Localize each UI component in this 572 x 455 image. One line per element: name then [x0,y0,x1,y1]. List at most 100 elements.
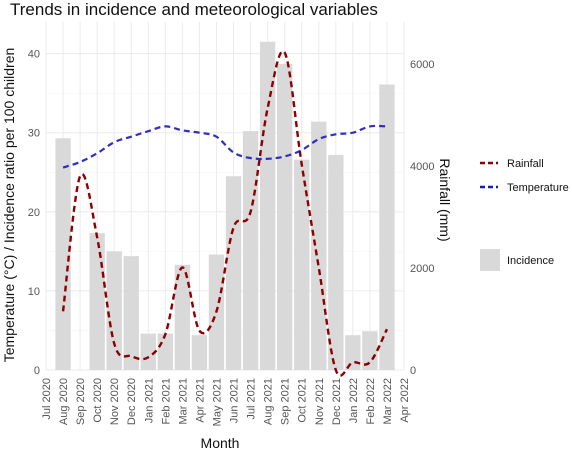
temperature-point [61,165,66,170]
x-tick-label: Jun 2021 [229,378,241,423]
temperature-point [282,154,287,159]
rainfall-point [333,368,338,373]
temperature-point [299,148,304,153]
x-tick-label: Sep 2020 [75,378,87,425]
legend-key-incidence [480,249,500,271]
temperature-point [367,124,372,129]
rainfall-point [163,332,168,337]
bar-jan-2021 [140,333,156,370]
bar-apr-2021 [191,335,208,370]
x-tick-label: Nov 2020 [109,378,121,425]
x-tick-label: Jul 2020 [41,378,53,420]
chart-title: Trends in incidence and meteorological v… [10,0,378,19]
bar-jun-2021 [225,176,242,370]
bar-nov-2020 [106,251,122,370]
left-tick-label: 0 [34,365,40,377]
bar-aug-2020 [55,138,71,370]
right-tick-label: 2000 [410,263,434,275]
x-tick-label: Sep 2021 [280,378,292,425]
right-tick-label: 0 [410,365,416,377]
left-tick-label: 40 [28,49,40,61]
series-lines [61,49,389,377]
left-tick-label: 10 [28,286,40,298]
temperature-point [350,130,355,135]
rainfall-point [61,309,66,314]
rainfall-point [197,328,202,333]
x-tick-label: Apr 2022 [399,378,411,423]
left-axis: 0 10 20 30 40 [28,49,40,377]
x-tick-label: Dec 2021 [331,378,343,425]
bar-dec-2020 [123,256,139,370]
bar-mar-2022 [379,84,395,371]
rainfall-point [146,355,151,360]
rainfall-point [248,209,253,214]
x-tick-label: Oct 2020 [92,378,104,423]
x-tick-label: Nov 2021 [314,378,326,425]
x-tick-label: Oct 2021 [297,378,309,423]
rainfall-point [112,341,117,346]
rainfall-point [316,265,321,270]
temperature-point [163,124,168,129]
x-tick-label: Aug 2020 [58,378,70,425]
bar-dec-2021 [328,154,344,370]
bar-sep-2021 [276,63,293,370]
rainfall-point [350,360,355,365]
rainfall-point [129,354,134,359]
bar-mar-2021 [174,264,191,370]
legend-label-temperature: Temperature [507,182,569,194]
right-axis: 0 2000 4000 6000 [410,59,434,377]
temperature-point [146,129,151,134]
x-tick-label: Jan 2021 [143,378,155,423]
bar-jul-2021 [242,131,259,370]
x-axis-title: Month [201,435,240,450]
legend-label-rainfall: Rainfall [507,158,544,170]
legend: Rainfall Temperature Incidence [480,158,569,271]
rainfall-point [265,106,270,111]
bar-aug-2021 [259,41,276,370]
x-tick-label: Mar 2021 [177,378,189,424]
right-axis-title: Rainfall (mm) [437,158,453,241]
temperature-point [384,124,389,129]
rainfall-point [231,225,236,230]
x-tick-label: Mar 2022 [382,378,394,424]
left-axis-title: Temperature (°C) / Incidence ratio per 1… [1,48,17,363]
temperature-point [265,156,270,161]
plot-panel [46,22,404,370]
temperature-point [214,134,219,139]
left-tick-label: 20 [28,207,40,219]
bar-oct-2020 [89,233,105,370]
x-tick-label: Feb 2022 [365,378,377,424]
rainfall-point [180,265,185,270]
bar-nov-2021 [311,121,327,371]
bar-feb-2021 [157,333,174,370]
rainfall-point [78,174,83,179]
x-tick-label: May 2021 [211,378,223,426]
rainfall-point [95,235,100,240]
temperature-point [78,159,83,164]
right-tick-label: 6000 [410,59,434,71]
temperature-point [95,151,100,156]
x-tick-label: Jan 2022 [348,378,360,423]
rainfall-point [214,309,219,314]
temperature-point [197,130,202,135]
rainfall-point [282,50,287,55]
incidence-bars [55,41,395,371]
temperature-point [112,140,117,145]
rainfall-point [384,327,389,332]
temperature-point [231,150,236,155]
temperature-point [248,156,253,161]
x-axis: Jul 2020 Aug 2020 Sep 2020 Oct 2020 Nov 2020… [41,378,411,426]
right-tick-label: 4000 [410,161,434,173]
x-tick-label: Apr 2021 [194,378,206,423]
x-tick-label: Aug 2021 [263,378,275,425]
x-tick-label: Feb 2021 [160,378,172,424]
x-tick-label: Jul 2021 [246,378,258,420]
bar-oct-2021 [294,159,310,370]
temperature-line [62,124,387,169]
temperature-point [333,132,338,137]
x-tick-label: Dec 2020 [126,378,138,425]
rainfall-line [61,49,389,377]
temperature-point [180,128,185,133]
rainfall-point [299,162,304,167]
legend-label-incidence: Incidence [507,255,554,267]
